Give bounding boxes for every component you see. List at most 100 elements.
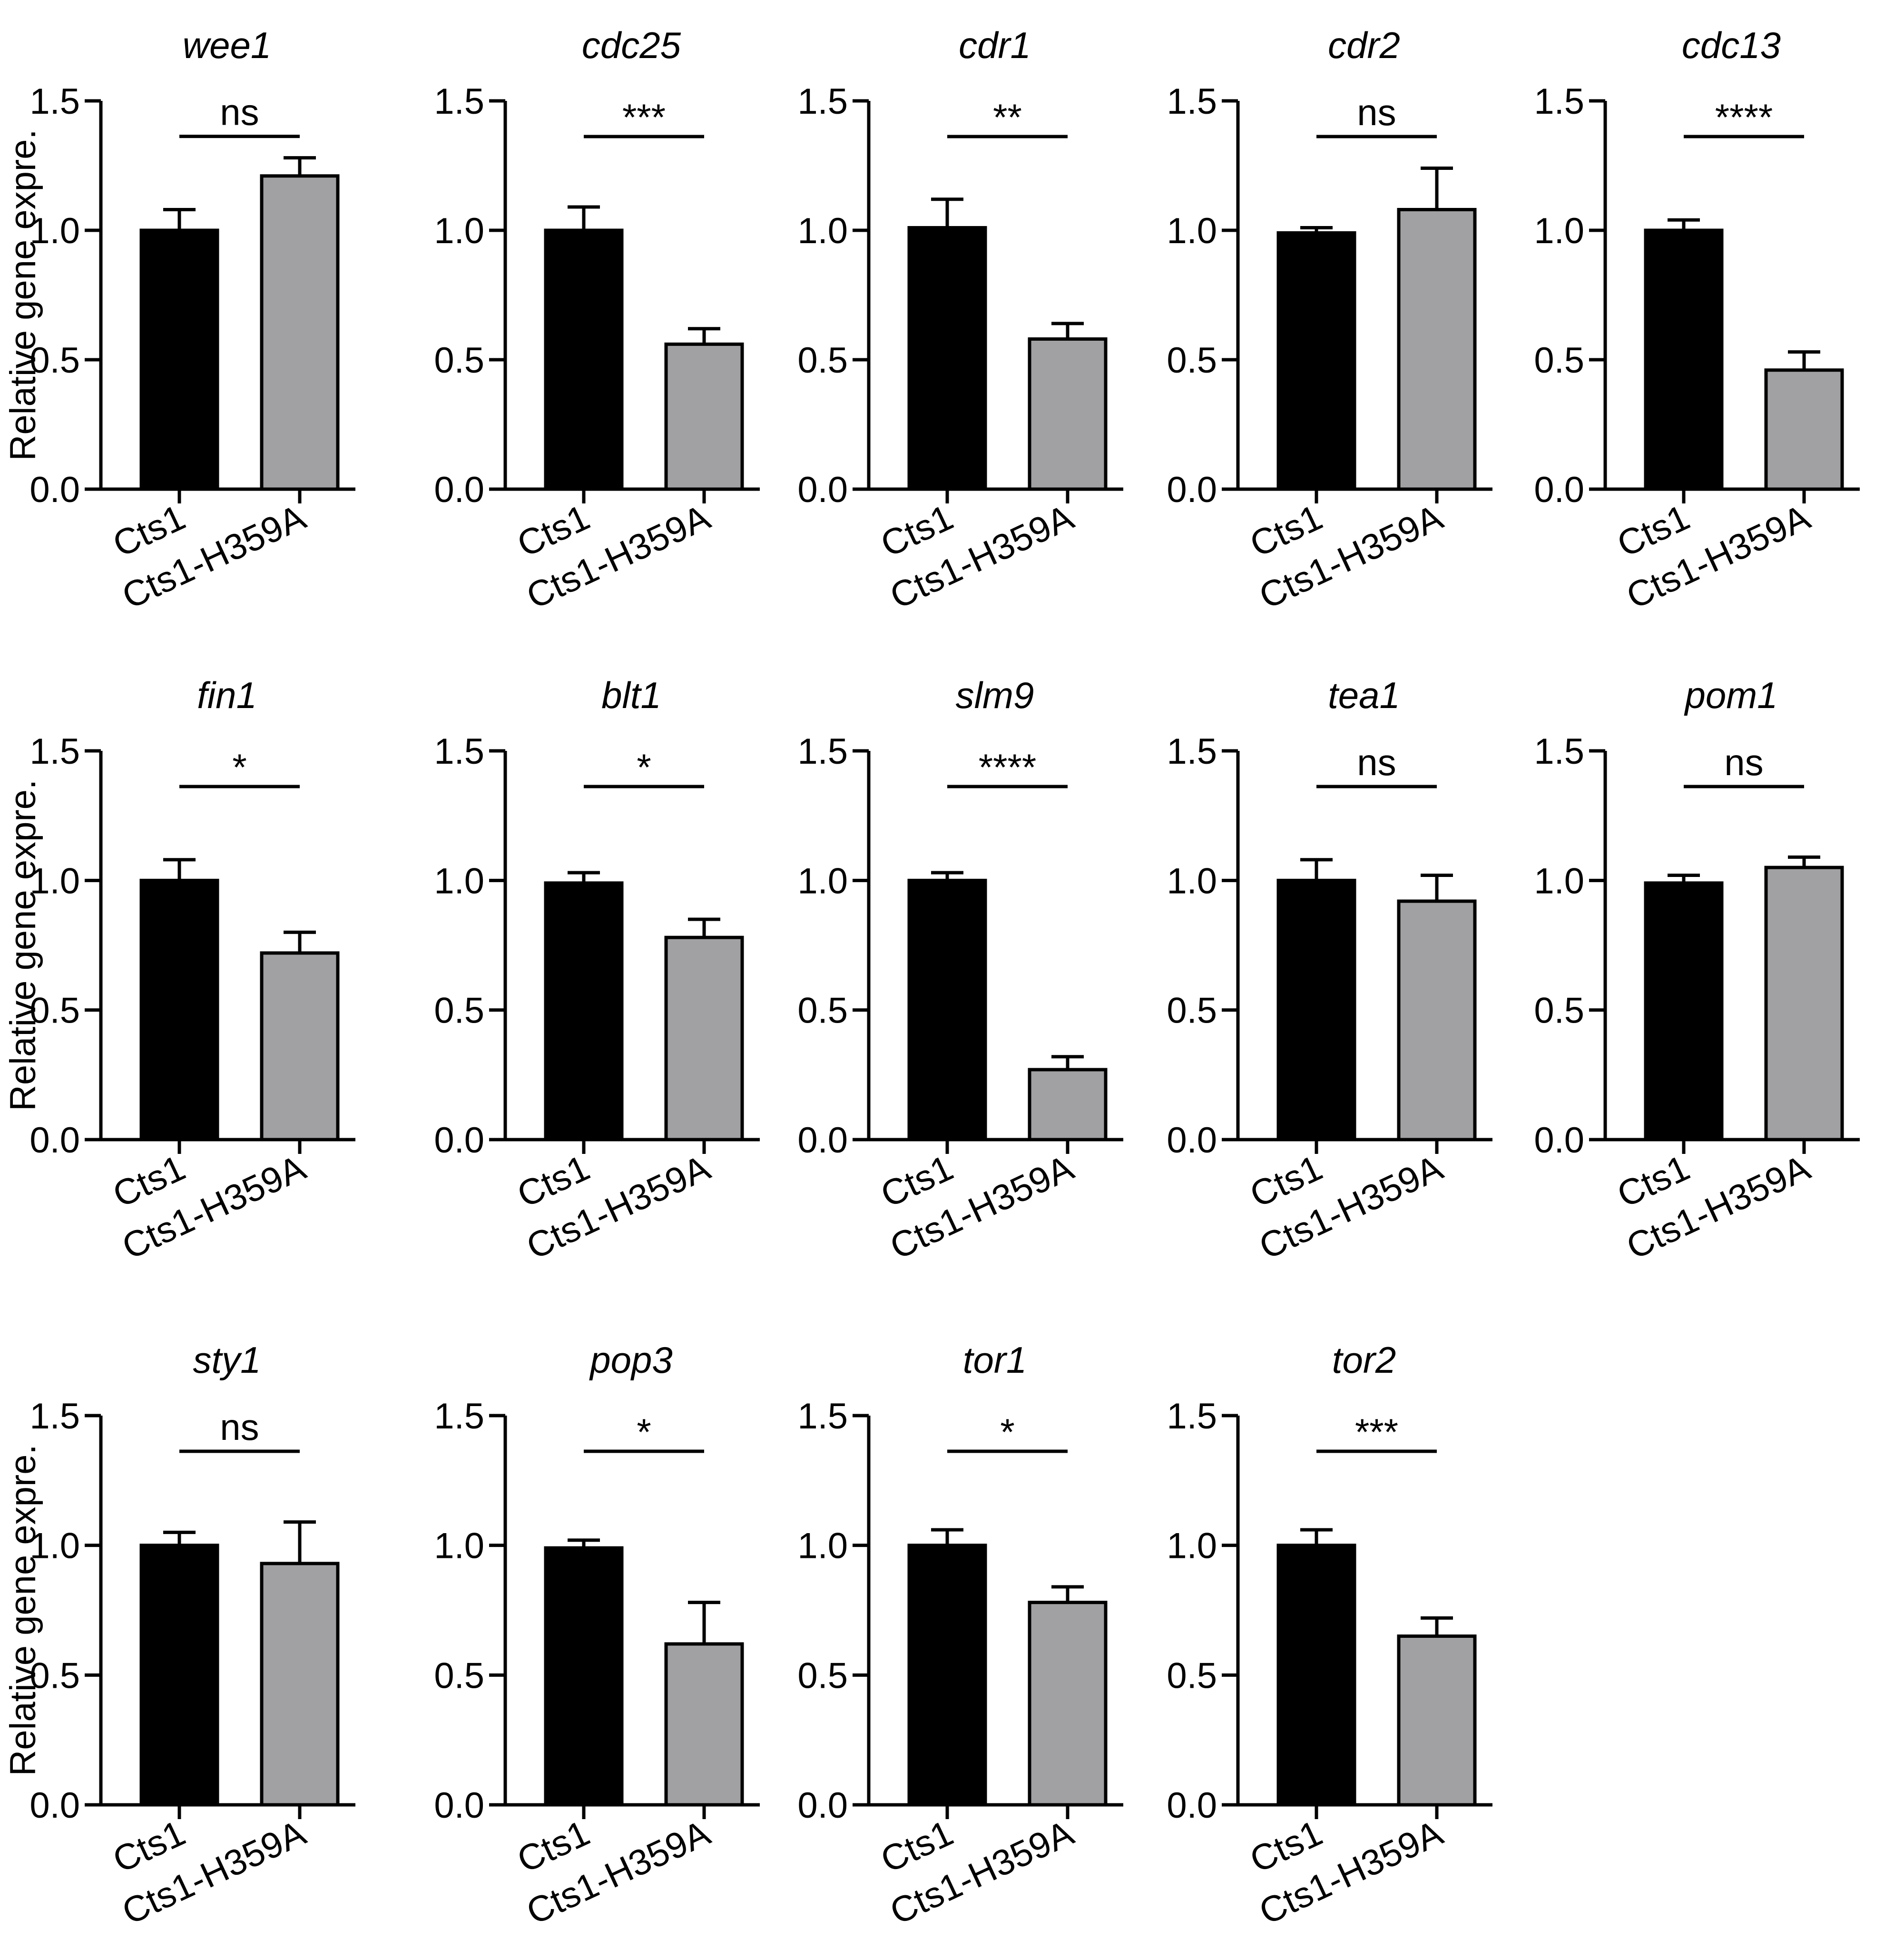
y-tick-label: 0.5 <box>434 340 484 381</box>
y-tick-label: 0.0 <box>29 470 80 510</box>
bar-Cts1 <box>907 226 987 491</box>
bar-Cts1-H359A <box>1028 337 1108 491</box>
chart-title: cdc25 <box>582 24 681 66</box>
y-tick-label: 1.0 <box>29 1526 80 1566</box>
y-tick-label: 0.5 <box>29 340 80 381</box>
y-tick-label: 0.5 <box>1534 340 1584 381</box>
bar-Cts1 <box>1644 881 1724 1142</box>
bar-Cts1-H359A <box>1397 899 1477 1142</box>
y-tick-label: 1.5 <box>1534 731 1584 772</box>
significance-label: * <box>232 746 246 788</box>
chart-title: tor1 <box>963 1339 1027 1381</box>
chart-title: slm9 <box>956 674 1034 716</box>
y-tick-label: 1.0 <box>1167 211 1217 251</box>
y-tick-label: 0.5 <box>29 1655 80 1696</box>
bar-Cts1-H359A <box>1028 1068 1108 1142</box>
bar-Cts1-H359A <box>260 951 340 1142</box>
significance-label: ns <box>220 1406 259 1448</box>
y-tick-label: 0.0 <box>434 470 484 510</box>
y-tick-label: 1.5 <box>434 731 484 772</box>
y-tick-label: 0.0 <box>797 1785 848 1826</box>
y-tick-label: 1.5 <box>1534 81 1584 122</box>
y-tick-label: 1.5 <box>434 1396 484 1437</box>
chart-title: pom1 <box>1684 674 1777 716</box>
y-tick-label: 0.0 <box>1167 470 1217 510</box>
y-tick-label: 1.5 <box>797 1396 848 1437</box>
y-tick-label: 1.5 <box>29 81 80 122</box>
significance-label: ns <box>1357 741 1396 783</box>
y-axis-title: Relative gene expre. <box>3 779 43 1111</box>
chart-title: cdc13 <box>1682 24 1781 66</box>
y-tick-label: 1.5 <box>1167 1396 1217 1437</box>
y-tick-label: 0.5 <box>1167 340 1217 381</box>
bar-Cts1 <box>139 878 219 1142</box>
significance-label: ns <box>220 91 259 133</box>
y-tick-label: 1.0 <box>1167 861 1217 901</box>
y-tick-label: 1.0 <box>797 211 848 251</box>
significance-label: *** <box>622 96 666 138</box>
significance-label: ** <box>993 96 1022 138</box>
chart-title: cdr1 <box>959 24 1031 66</box>
bar-Cts1-H359A <box>1397 1634 1477 1807</box>
y-tick-label: 1.5 <box>29 1396 80 1437</box>
y-tick-label: 0.5 <box>797 340 848 381</box>
y-tick-label: 1.0 <box>434 211 484 251</box>
y-tick-label: 0.0 <box>434 1120 484 1161</box>
y-tick-label: 1.5 <box>1167 731 1217 772</box>
y-tick-label: 0.5 <box>1167 991 1217 1031</box>
bar-Cts1 <box>907 1544 987 1807</box>
y-tick-label: 0.5 <box>29 991 80 1031</box>
y-tick-label: 1.0 <box>1167 1526 1217 1566</box>
y-tick-label: 0.0 <box>797 1120 848 1161</box>
bar-Cts1-H359A <box>1397 207 1477 491</box>
chart-title: tor2 <box>1332 1339 1396 1381</box>
y-tick-label: 1.0 <box>29 211 80 251</box>
y-tick-label: 0.0 <box>1534 470 1584 510</box>
y-tick-label: 1.5 <box>797 81 848 122</box>
y-tick-label: 0.5 <box>1167 1655 1217 1696</box>
y-tick-label: 1.5 <box>434 81 484 122</box>
y-tick-label: 0.0 <box>1167 1785 1217 1826</box>
bar-Cts1-H359A <box>260 174 340 491</box>
bar-Cts1 <box>544 228 624 491</box>
chart-title: blt1 <box>601 674 661 716</box>
y-tick-label: 1.5 <box>797 731 848 772</box>
bar-Cts1 <box>1276 878 1356 1142</box>
y-tick-label: 0.0 <box>1534 1120 1584 1161</box>
y-tick-label: 1.0 <box>797 861 848 901</box>
y-tick-label: 1.0 <box>434 861 484 901</box>
bar-Cts1 <box>139 228 219 491</box>
significance-label: * <box>637 746 651 788</box>
chart-title: wee1 <box>183 24 271 66</box>
bar-Cts1-H359A <box>1028 1601 1108 1807</box>
bar-Cts1-H359A <box>664 342 744 491</box>
significance-label: * <box>1000 1411 1014 1453</box>
y-tick-label: 0.5 <box>1534 991 1584 1031</box>
significance-label: **** <box>979 746 1036 788</box>
chart-title: fin1 <box>197 674 257 716</box>
y-tick-label: 0.5 <box>434 1655 484 1696</box>
y-tick-label: 0.0 <box>29 1120 80 1161</box>
y-tick-label: 1.0 <box>797 1526 848 1566</box>
chart-title: pop3 <box>589 1339 673 1381</box>
bar-Cts1 <box>544 881 624 1142</box>
bar-Cts1-H359A <box>664 1642 744 1807</box>
y-tick-label: 0.5 <box>797 991 848 1031</box>
chart-title: cdr2 <box>1328 24 1400 66</box>
chart-title: tea1 <box>1328 674 1400 716</box>
bar-Cts1 <box>1276 231 1356 491</box>
bar-Cts1-H359A <box>260 1562 340 1807</box>
significance-label: ns <box>1724 741 1763 783</box>
y-tick-label: 0.0 <box>29 1785 80 1826</box>
bar-Cts1 <box>907 878 987 1142</box>
y-tick-label: 1.0 <box>29 861 80 901</box>
